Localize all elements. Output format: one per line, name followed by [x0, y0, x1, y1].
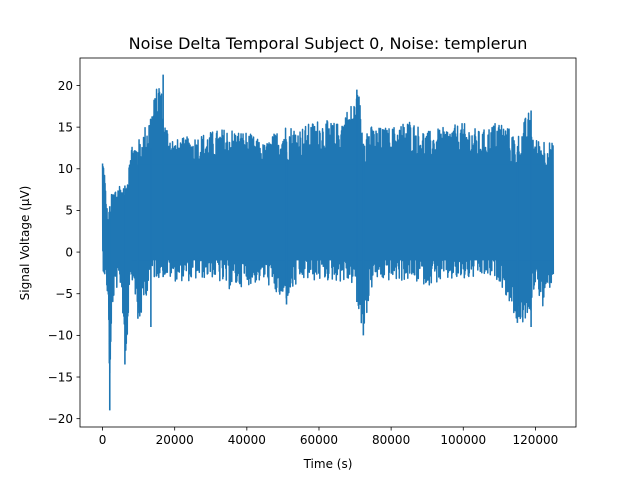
y-tick-label: 0: [65, 245, 73, 259]
y-axis-ticks: −20 −15 −10 −5 0 5 10 15 20: [48, 79, 80, 426]
y-axis-label: Signal Voltage (μV): [18, 186, 32, 301]
x-tick-label: 20000: [156, 433, 194, 447]
chart-title: Noise Delta Temporal Subject 0, Noise: t…: [129, 34, 528, 53]
x-tick-label: 40000: [228, 433, 266, 447]
x-tick-label: 120000: [513, 433, 559, 447]
y-tick-label: −20: [48, 412, 73, 426]
plot-area: [101, 74, 555, 411]
signal-core-band: [131, 164, 554, 261]
y-tick-label: 5: [65, 204, 73, 218]
axes-frame: [79, 57, 577, 428]
x-tick-label: 100000: [440, 433, 486, 447]
y-tick-label: −15: [48, 370, 73, 384]
y-tick-label: 15: [58, 120, 73, 134]
x-axis-label: Time (s): [303, 457, 353, 471]
y-tick-label: 20: [58, 79, 73, 93]
y-tick-label: −5: [55, 287, 73, 301]
y-tick-label: 10: [58, 162, 73, 176]
x-tick-label: 80000: [372, 433, 410, 447]
x-tick-label: 60000: [300, 433, 338, 447]
y-tick-label: −10: [48, 329, 73, 343]
x-axis-ticks: 0 20000 40000 60000 80000 100000 120000: [99, 427, 559, 447]
x-tick-label: 0: [99, 433, 107, 447]
